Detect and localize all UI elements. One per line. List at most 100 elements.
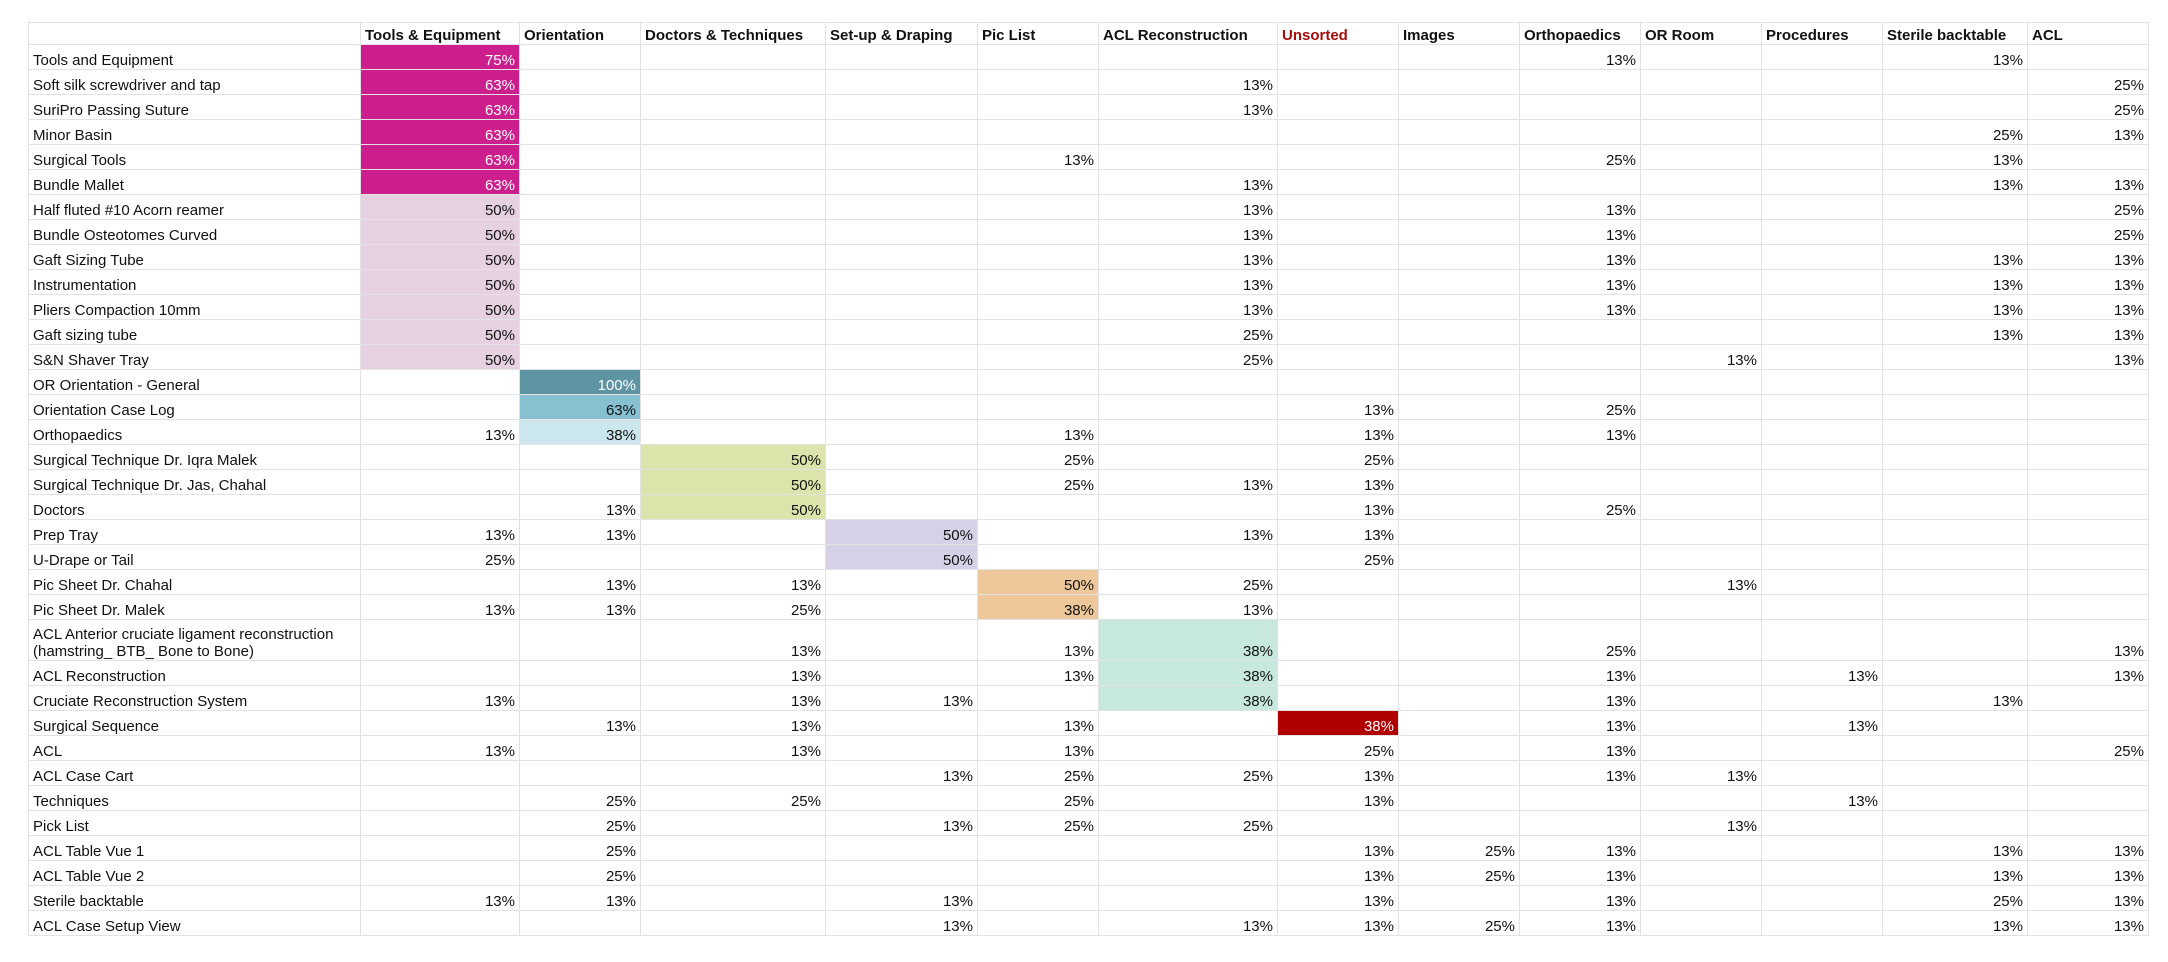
value-cell-tools-and-equipment[interactable] <box>360 444 520 470</box>
value-cell-acl-reconstruction[interactable] <box>1098 144 1278 170</box>
value-cell-acl-reconstruction[interactable]: 13% <box>1098 269 1278 295</box>
value-cell-or-room[interactable] <box>1640 710 1762 736</box>
value-cell-or-room[interactable] <box>1640 494 1762 520</box>
value-cell-pic-list[interactable]: 25% <box>977 444 1099 470</box>
value-cell-doctors-and-techniques[interactable] <box>640 369 826 395</box>
value-cell-set-up-and-draping[interactable] <box>825 835 978 861</box>
value-cell-orthopaedics[interactable]: 13% <box>1519 294 1641 320</box>
value-cell-procedures[interactable] <box>1761 494 1883 520</box>
value-cell-set-up-and-draping[interactable] <box>825 194 978 220</box>
value-cell-set-up-and-draping[interactable]: 13% <box>825 760 978 786</box>
value-cell-tools-and-equipment[interactable]: 13% <box>360 419 520 445</box>
value-cell-images[interactable] <box>1398 119 1520 145</box>
row-label[interactable]: Techniques <box>28 785 361 811</box>
value-cell-pic-list[interactable]: 13% <box>977 619 1099 661</box>
value-cell-pic-list[interactable] <box>977 94 1099 120</box>
value-cell-set-up-and-draping[interactable] <box>825 94 978 120</box>
value-cell-sterile-backtable[interactable] <box>1882 344 2028 370</box>
value-cell-unsorted[interactable]: 13% <box>1277 419 1399 445</box>
row-label[interactable]: Gaft Sizing Tube <box>28 244 361 270</box>
value-cell-pic-list[interactable] <box>977 910 1099 936</box>
value-cell-orientation[interactable] <box>519 444 641 470</box>
value-cell-tools-and-equipment[interactable]: 13% <box>360 594 520 620</box>
row-label[interactable]: Soft silk screwdriver and tap <box>28 69 361 95</box>
value-cell-set-up-and-draping[interactable] <box>825 469 978 495</box>
value-cell-doctors-and-techniques[interactable]: 13% <box>640 660 826 686</box>
value-cell-set-up-and-draping[interactable]: 13% <box>825 685 978 711</box>
value-cell-pic-list[interactable]: 25% <box>977 760 1099 786</box>
value-cell-orthopaedics[interactable]: 13% <box>1519 219 1641 245</box>
value-cell-acl-reconstruction[interactable] <box>1098 494 1278 520</box>
value-cell-procedures[interactable] <box>1761 94 1883 120</box>
value-cell-acl-reconstruction[interactable]: 13% <box>1098 169 1278 195</box>
value-cell-or-room[interactable] <box>1640 594 1762 620</box>
value-cell-unsorted[interactable] <box>1277 244 1399 270</box>
value-cell-orientation[interactable]: 13% <box>519 519 641 545</box>
value-cell-set-up-and-draping[interactable] <box>825 319 978 345</box>
value-cell-doctors-and-techniques[interactable] <box>640 44 826 70</box>
value-cell-unsorted[interactable] <box>1277 319 1399 345</box>
value-cell-images[interactable] <box>1398 619 1520 661</box>
value-cell-procedures[interactable] <box>1761 735 1883 761</box>
value-cell-acl-reconstruction[interactable]: 25% <box>1098 344 1278 370</box>
value-cell-pic-list[interactable] <box>977 44 1099 70</box>
value-cell-sterile-backtable[interactable]: 13% <box>1882 294 2028 320</box>
value-cell-tools-and-equipment[interactable]: 50% <box>360 319 520 345</box>
value-cell-or-room[interactable] <box>1640 94 1762 120</box>
value-cell-unsorted[interactable] <box>1277 594 1399 620</box>
value-cell-sterile-backtable[interactable] <box>1882 194 2028 220</box>
value-cell-unsorted[interactable] <box>1277 169 1399 195</box>
row-label[interactable]: Surgical Technique Dr. Jas, Chahal <box>28 469 361 495</box>
value-cell-set-up-and-draping[interactable] <box>825 169 978 195</box>
row-label[interactable]: Minor Basin <box>28 119 361 145</box>
value-cell-procedures[interactable] <box>1761 594 1883 620</box>
value-cell-unsorted[interactable]: 13% <box>1277 860 1399 886</box>
value-cell-acl[interactable]: 13% <box>2027 885 2149 911</box>
value-cell-orientation[interactable]: 25% <box>519 810 641 836</box>
value-cell-doctors-and-techniques[interactable]: 25% <box>640 785 826 811</box>
value-cell-orientation[interactable] <box>519 685 641 711</box>
value-cell-orthopaedics[interactable]: 13% <box>1519 194 1641 220</box>
value-cell-unsorted[interactable] <box>1277 344 1399 370</box>
column-header-or-room[interactable]: OR Room <box>1640 22 1762 45</box>
value-cell-set-up-and-draping[interactable] <box>825 269 978 295</box>
value-cell-sterile-backtable[interactable]: 25% <box>1882 119 2028 145</box>
value-cell-pic-list[interactable]: 50% <box>977 569 1099 595</box>
row-label[interactable]: Sterile backtable <box>28 885 361 911</box>
value-cell-pic-list[interactable]: 25% <box>977 469 1099 495</box>
value-cell-pic-list[interactable] <box>977 685 1099 711</box>
value-cell-sterile-backtable[interactable]: 13% <box>1882 319 2028 345</box>
value-cell-procedures[interactable]: 13% <box>1761 710 1883 736</box>
value-cell-orthopaedics[interactable]: 13% <box>1519 760 1641 786</box>
value-cell-procedures[interactable] <box>1761 219 1883 245</box>
value-cell-images[interactable]: 25% <box>1398 910 1520 936</box>
value-cell-procedures[interactable] <box>1761 569 1883 595</box>
column-header-unsorted[interactable]: Unsorted <box>1277 22 1399 45</box>
value-cell-acl[interactable]: 25% <box>2027 735 2149 761</box>
value-cell-acl-reconstruction[interactable] <box>1098 885 1278 911</box>
value-cell-set-up-and-draping[interactable] <box>825 294 978 320</box>
value-cell-acl[interactable]: 13% <box>2027 619 2149 661</box>
value-cell-acl-reconstruction[interactable] <box>1098 544 1278 570</box>
value-cell-images[interactable] <box>1398 469 1520 495</box>
value-cell-procedures[interactable] <box>1761 344 1883 370</box>
value-cell-procedures[interactable] <box>1761 910 1883 936</box>
value-cell-unsorted[interactable]: 25% <box>1277 544 1399 570</box>
value-cell-images[interactable] <box>1398 69 1520 95</box>
value-cell-orientation[interactable] <box>519 94 641 120</box>
row-label[interactable]: Surgical Sequence <box>28 710 361 736</box>
value-cell-sterile-backtable[interactable] <box>1882 710 2028 736</box>
value-cell-orthopaedics[interactable]: 13% <box>1519 710 1641 736</box>
value-cell-acl-reconstruction[interactable] <box>1098 44 1278 70</box>
value-cell-unsorted[interactable]: 25% <box>1277 735 1399 761</box>
value-cell-images[interactable] <box>1398 444 1520 470</box>
header-corner-cell[interactable] <box>28 22 361 45</box>
value-cell-images[interactable] <box>1398 544 1520 570</box>
value-cell-orthopaedics[interactable] <box>1519 369 1641 395</box>
value-cell-procedures[interactable] <box>1761 69 1883 95</box>
value-cell-orientation[interactable] <box>519 910 641 936</box>
value-cell-orientation[interactable]: 13% <box>519 710 641 736</box>
value-cell-doctors-and-techniques[interactable] <box>640 344 826 370</box>
value-cell-pic-list[interactable]: 13% <box>977 144 1099 170</box>
value-cell-orientation[interactable] <box>519 194 641 220</box>
